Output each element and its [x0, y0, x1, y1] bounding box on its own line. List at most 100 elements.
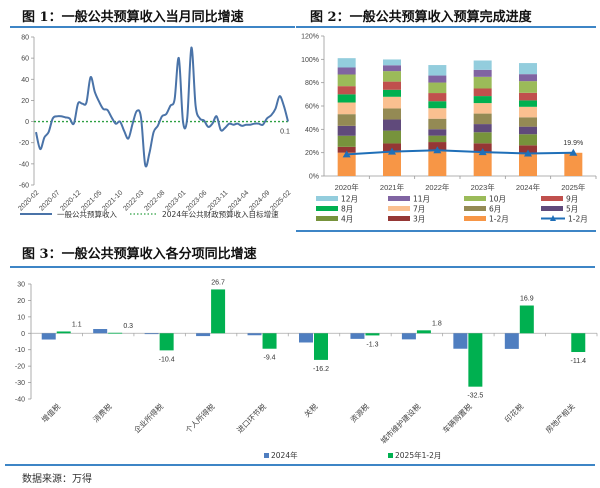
fig2-bar-segment: [337, 94, 356, 103]
fig2-legend-label: 5月: [566, 205, 578, 214]
fig2-bar-segment: [428, 101, 447, 109]
fig2-bar-segment: [519, 145, 537, 154]
fig3-x-tick-label: 关税: [302, 401, 320, 419]
fig2-bar-segment: [337, 67, 356, 75]
fig2-bar-segment: [383, 96, 401, 109]
fig1-y-tick-label: -40: [19, 161, 29, 168]
fig2-bar-segment: [519, 117, 537, 127]
fig2-line-marker: [342, 150, 351, 158]
fig2-legend-label: 1-2月: [489, 215, 509, 224]
fig2-bar-segment: [383, 71, 401, 82]
fig2-bar-segment: [383, 65, 401, 72]
fig3-legend-label-2024: 2024年: [271, 450, 298, 460]
fig2-legend-swatch: [541, 196, 563, 201]
fig3-title: 图 3：一般公共预算收入各分项同比增速: [22, 247, 257, 262]
fig3-data-label: 16.9: [520, 296, 534, 303]
fig2-bar-segment: [519, 126, 537, 135]
fig2-bar-segment: [428, 75, 447, 83]
fig3-bar: [159, 333, 174, 351]
fig2-legend-marker: [550, 215, 556, 221]
fig3-x-tick-label: 城市维护建设税: [378, 401, 423, 446]
fig2-line-marker: [569, 148, 578, 156]
fig1-y-tick-label: -20: [19, 140, 29, 147]
fig3-data-label: 26.7: [211, 279, 225, 286]
fig2-bar-segment: [428, 93, 447, 102]
fig3-bar: [93, 329, 108, 334]
fig1-annotation: 0.1: [280, 129, 290, 136]
fig2-bar-segment: [564, 152, 583, 176]
fig2-bar-segment: [337, 114, 356, 126]
fig2-bar-segment: [428, 82, 447, 94]
fig3-bar: [571, 333, 586, 353]
fig2-bar-segment: [519, 63, 537, 75]
fig3-y-tick-label: -30: [15, 380, 25, 387]
fig3-x-tick-label: 个人所得税: [183, 401, 217, 435]
fig3-data-label: -32.5: [467, 393, 483, 400]
fig2-legend-swatch: [388, 196, 410, 201]
fig2-bar-segment: [383, 143, 401, 152]
fig2-legend-swatch: [316, 216, 338, 221]
fig2-x-tick-label: 2022年: [425, 182, 450, 192]
fig2-bar-segment: [428, 108, 447, 119]
fig3-x-tick-label: 消费税: [91, 401, 114, 424]
fig2-legend-swatch: [388, 216, 410, 221]
fig2-legend-swatch: [388, 206, 410, 211]
fig3-bar: [350, 333, 365, 339]
fig3-data-label: 1.1: [72, 321, 82, 328]
fig3-bar: [299, 333, 313, 343]
fig1-y-tick-label: 40: [21, 77, 29, 84]
fig3-legend-label-2025: 2025年1-2月: [395, 450, 441, 460]
fig2-x-tick-label: 2025年: [561, 182, 586, 192]
fig2-y-tick-label: 80%: [305, 80, 319, 87]
fig2-x-tick-label: 2024年: [516, 182, 541, 192]
fig3-bar: [504, 333, 519, 349]
fig2-legend-label: 12月: [341, 195, 358, 204]
fig2-bar-segment: [519, 81, 537, 93]
fig3-data-label: 0.3: [123, 323, 133, 330]
fig2-line-marker: [433, 146, 442, 154]
fig3-y-tick-label: 20: [17, 298, 25, 305]
fig2-legend-label-line: 1-2月: [568, 215, 588, 224]
fig2-chart: 0% 20% 40% 60% 80% 100% 120% 2020年 2021年 2022年 202…: [301, 34, 597, 224]
fig3-x-tick-label: 资源税: [348, 401, 371, 424]
fig3-title-rule: [10, 266, 595, 268]
fig3-data-label: -11.4: [571, 358, 587, 365]
fig2-y-tick-label: 60%: [305, 104, 319, 111]
fig2-y-tick-label: 0%: [309, 174, 319, 181]
fig2-line-marker: [478, 148, 487, 156]
fig2-title-rule: [296, 26, 596, 28]
fig1-y-tick-label: 60: [21, 56, 29, 63]
fig2-annotation: 19.9%: [563, 140, 583, 147]
fig2-bar-segment: [473, 88, 492, 97]
fig2-bar-segment: [473, 143, 492, 153]
fig3-bar: [108, 332, 123, 334]
fig2-bottom-rule: [296, 230, 596, 232]
fig2-bar-segment: [519, 74, 537, 82]
fig2-line-series: [346, 149, 574, 156]
fig2-legend-swatch: [464, 206, 486, 211]
fig2-y-tick-label: 20%: [305, 150, 319, 157]
fig2-line-marker: [524, 149, 532, 157]
fig2-bar-segment: [519, 134, 537, 146]
fig3-bottom-rule: [5, 464, 595, 466]
fig3-data-label: -16.2: [313, 366, 329, 373]
fig2-y-tick-label: 100%: [301, 57, 319, 64]
fig2-bar-segment: [383, 151, 401, 176]
fig3-y-tick-label: -10: [15, 347, 25, 354]
fig1-title-rule: [10, 26, 295, 28]
fig2-bar-segment: [383, 108, 401, 120]
fig2-bar-segment: [428, 129, 447, 136]
fig3-bar: [262, 333, 277, 349]
fig2-bar-segment: [519, 106, 537, 118]
fig2-legend-swatch: [464, 216, 486, 221]
fig2-bar-segment: [337, 146, 356, 153]
fig2-y-tick-label: 40%: [305, 127, 319, 134]
fig2-bar-segment: [337, 86, 356, 95]
fig3-y-tick-label: 0: [21, 331, 25, 338]
fig2-bar-segment: [337, 58, 356, 68]
fig3-x-tick-label: 印花税: [502, 401, 525, 424]
fig2-bar-segment: [337, 135, 356, 147]
fig2-legend-label: 10月: [489, 195, 506, 204]
fig2-bar-segment: [473, 96, 492, 104]
fig2-legend-swatch: [316, 206, 338, 211]
